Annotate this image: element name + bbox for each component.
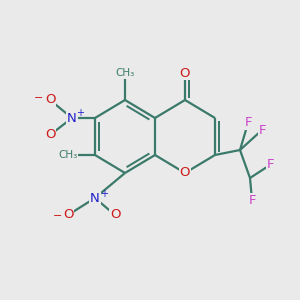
- Text: O: O: [45, 94, 55, 106]
- Text: +: +: [100, 189, 108, 200]
- Text: CH₃: CH₃: [116, 68, 135, 78]
- Text: N: N: [67, 112, 77, 124]
- Text: −: −: [34, 94, 43, 103]
- Text: F: F: [248, 194, 256, 206]
- Text: O: O: [45, 128, 55, 142]
- Text: +: +: [76, 109, 84, 118]
- Text: O: O: [110, 208, 120, 221]
- Text: F: F: [258, 124, 266, 136]
- Text: CH₃: CH₃: [58, 150, 78, 160]
- Text: N: N: [90, 191, 100, 205]
- Text: O: O: [180, 167, 190, 179]
- Text: F: F: [244, 116, 252, 130]
- Text: O: O: [63, 208, 73, 221]
- Text: O: O: [180, 67, 190, 80]
- Text: −: −: [53, 212, 62, 221]
- Text: F: F: [266, 158, 274, 172]
